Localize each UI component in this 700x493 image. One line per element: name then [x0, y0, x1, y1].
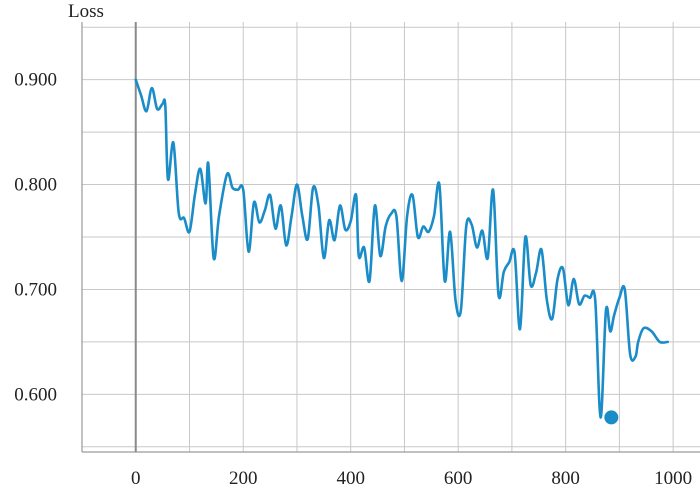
x-tick-label: 0 [131, 468, 141, 489]
y-tick-label: 0.700 [14, 279, 57, 300]
loss-series-line [134, 78, 670, 419]
x-tick-label: 200 [229, 468, 258, 489]
y-axis-title: Loss [68, 1, 104, 22]
y-tick-label: 0.900 [14, 70, 57, 91]
x-axis-ticks: 0 200 400 600 800 1000 [131, 468, 692, 489]
y-tick-label: 0.800 [14, 175, 57, 196]
x-tick-label: 400 [336, 468, 365, 489]
grid-lines [81, 22, 700, 453]
minimum-point-marker [604, 410, 619, 425]
y-tick-label: 0.600 [14, 384, 57, 405]
x-tick-label: 1000 [654, 468, 692, 489]
x-tick-label: 600 [444, 468, 473, 489]
y-axis-ticks: 0.600 0.700 0.800 0.900 [14, 70, 57, 406]
x-tick-label: 800 [551, 468, 580, 489]
